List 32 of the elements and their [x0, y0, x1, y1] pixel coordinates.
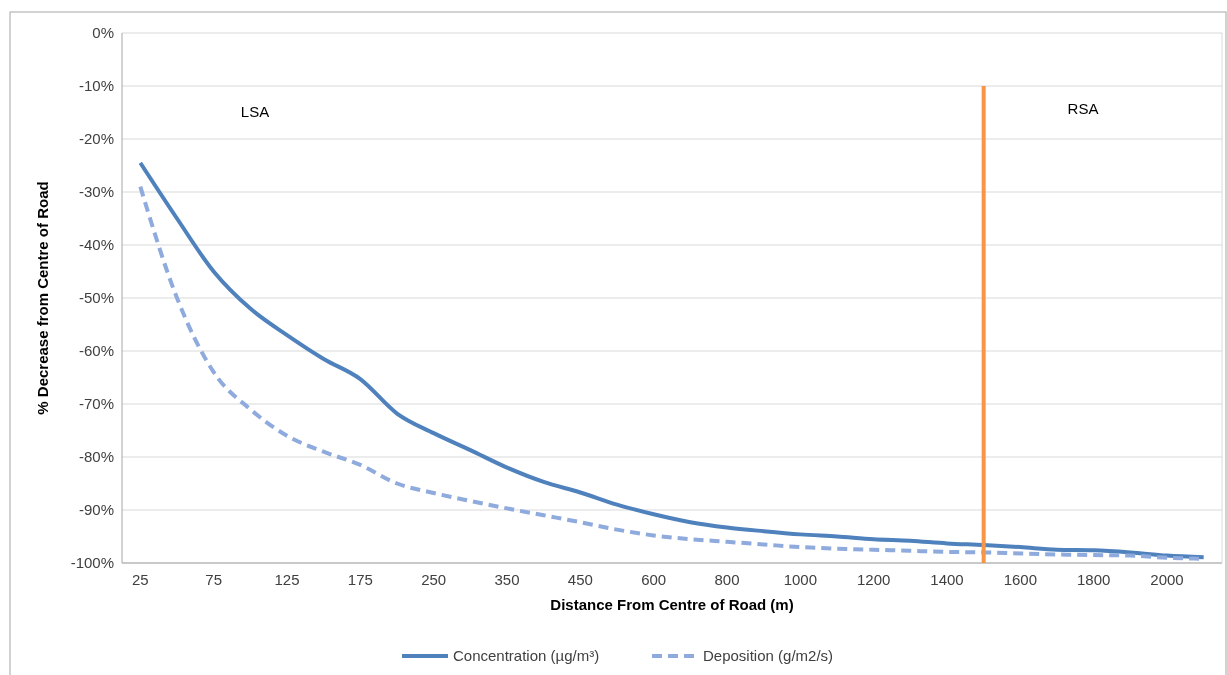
x-tick-label: 1400 [930, 571, 964, 588]
x-axis-title: Distance From Centre of Road (m) [550, 596, 794, 613]
x-tick-label: 175 [347, 571, 373, 588]
x-tick-label: 350 [494, 571, 520, 588]
x-tick-label: 2000 [1150, 571, 1184, 588]
y-tick-label: 0% [92, 24, 114, 42]
y-tick-label: -50% [78, 289, 114, 307]
legend-label: Concentration (µg/m³) [453, 647, 600, 665]
y-tick-label: -60% [78, 342, 114, 360]
y-tick-label: -40% [78, 236, 114, 254]
annotation: RSA [1067, 100, 1099, 118]
x-tick-label: 1200 [856, 571, 891, 588]
annotation: LSA [240, 103, 270, 121]
legend-label: Deposition (g/m2/s) [703, 647, 834, 665]
y-tick-label: -100% [70, 554, 114, 572]
y-tick-label: -30% [78, 183, 114, 201]
x-tick-label: 450 [567, 571, 593, 588]
y-tick-label: -70% [78, 395, 114, 413]
y-tick-label: -80% [78, 448, 114, 466]
y-tick-label: -90% [78, 501, 114, 519]
x-tick-label: 800 [714, 571, 740, 588]
x-tick-label: 1000 [783, 571, 818, 588]
x-tick-label: 125 [274, 571, 300, 588]
x-tick-label: 1600 [1003, 571, 1038, 588]
x-tick-label: 250 [421, 571, 447, 588]
x-tick-label: 1800 [1076, 571, 1111, 588]
x-tick-label: 600 [641, 571, 667, 588]
y-tick-label: -20% [78, 130, 114, 148]
x-tick-label: 25 [131, 571, 149, 588]
y-tick-label: -10% [78, 77, 114, 95]
y-axis-title: % Decrease from Centre of Road [34, 181, 51, 415]
x-tick-label: 75 [205, 571, 223, 588]
